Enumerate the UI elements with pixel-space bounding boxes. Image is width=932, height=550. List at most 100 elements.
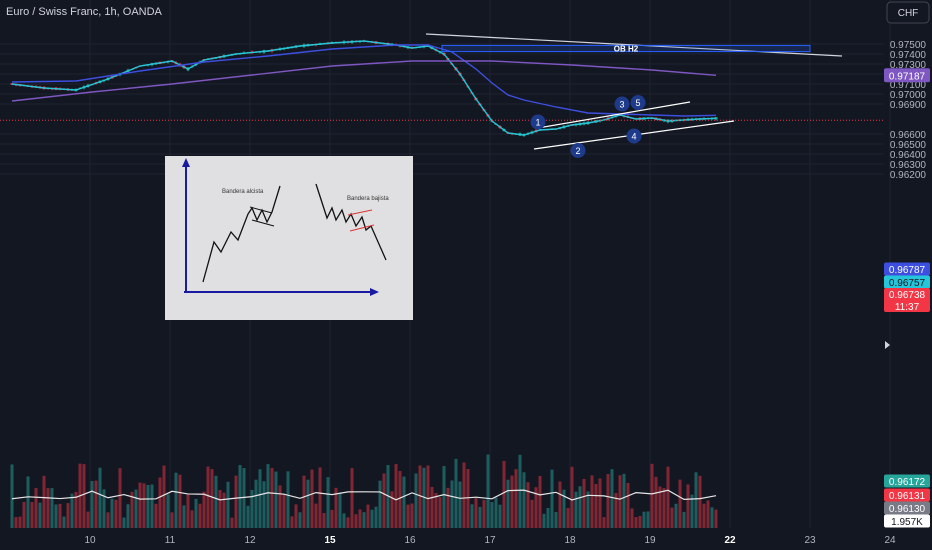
bear-flag-upper xyxy=(347,209,373,216)
price-axis[interactable]: 0.975000.974000.973000.972000.971000.970… xyxy=(890,40,927,181)
volume-bar xyxy=(210,469,214,528)
price-tick-label: 0.96300 xyxy=(890,160,927,171)
volume-bar xyxy=(658,486,662,528)
volume-ma-line xyxy=(11,489,717,501)
volume-bar xyxy=(390,491,394,528)
inset-y-arrow xyxy=(182,158,190,167)
volume-bar xyxy=(182,505,186,528)
volume-bar xyxy=(538,475,542,528)
currency-button[interactable]: CHF xyxy=(886,1,930,24)
wave-marker: 1 xyxy=(530,114,546,130)
time-tick-label: 17 xyxy=(484,535,496,546)
volume-bar xyxy=(578,486,582,528)
currency-button-box xyxy=(886,1,930,24)
volume-bar xyxy=(290,516,294,528)
volume-bar xyxy=(554,512,558,528)
volume-bar xyxy=(222,492,226,528)
price-badge: 0.96172 xyxy=(884,474,930,488)
volume-bar xyxy=(410,503,414,528)
volume-bar xyxy=(214,475,218,528)
volume-bar xyxy=(602,517,606,528)
volume-bar xyxy=(606,474,610,528)
price-badge-label: 1.957K xyxy=(891,517,923,528)
volume-bar xyxy=(138,482,142,528)
volume-bar xyxy=(202,491,206,528)
channel-upper-line[interactable] xyxy=(537,101,691,129)
symbol-title[interactable]: Euro / Swiss Franc, 1h, OANDA xyxy=(6,6,163,18)
volume-bar xyxy=(62,516,66,528)
wave-marker: 4 xyxy=(626,128,642,144)
volume-bar xyxy=(230,517,234,528)
volume-bar xyxy=(402,476,406,528)
time-tick-label: 16 xyxy=(404,535,416,546)
volume-bar xyxy=(274,471,278,528)
volume-bar xyxy=(126,504,130,528)
price-badge-box xyxy=(884,68,930,83)
volume-bar xyxy=(218,489,222,528)
volume-bar xyxy=(630,508,634,528)
price-badge-label: 0.96787 xyxy=(889,265,926,276)
volume-bar xyxy=(342,513,346,528)
volume-bar xyxy=(498,504,502,528)
volume-bar xyxy=(706,500,710,528)
bull-flag-lower xyxy=(251,219,275,227)
volume-bar xyxy=(470,504,474,528)
price-badge-box xyxy=(884,514,930,528)
price-tick-label: 0.97100 xyxy=(890,80,927,91)
wave-markers: 1 2 3 4 5 xyxy=(530,95,646,158)
time-tick-label: 10 xyxy=(84,535,96,546)
volume-bar xyxy=(626,482,630,528)
price-badge-label: 0.96130 xyxy=(889,504,926,515)
volume-bar xyxy=(698,475,702,528)
ob-zone[interactable]: OB H2 xyxy=(441,45,811,54)
time-axis[interactable]: 10 11 12 15 16 17 18 19 22 23 24 xyxy=(84,535,896,546)
volume-bar xyxy=(142,483,146,528)
volume-bar xyxy=(194,498,198,528)
scroll-right-icon[interactable] xyxy=(885,341,890,349)
volume-bar xyxy=(590,475,594,528)
volume-bar xyxy=(526,482,530,528)
volume-bar xyxy=(178,474,182,528)
volume-bar xyxy=(542,513,546,528)
volume-bar xyxy=(170,512,174,528)
volume-bar xyxy=(314,503,318,528)
volume-bar xyxy=(670,507,674,528)
volume-bar xyxy=(266,464,270,528)
volume-bar xyxy=(330,509,334,528)
price-badge-box xyxy=(884,501,930,515)
volume-bar xyxy=(574,491,578,528)
ob-zone-label: OB H2 xyxy=(614,45,639,54)
volume-bar xyxy=(42,475,46,528)
volume-bar xyxy=(714,509,718,528)
volume-bar xyxy=(50,488,54,528)
price-badge: 0.97187 xyxy=(884,68,930,83)
volume-bar xyxy=(682,511,686,528)
volume-bar xyxy=(122,517,126,528)
volume-bar xyxy=(686,484,690,528)
price-tick-label: 0.97300 xyxy=(890,60,927,71)
volume-bar xyxy=(598,478,602,528)
volume-bar xyxy=(278,485,282,528)
volume-bar xyxy=(490,502,494,528)
volume-bar xyxy=(394,464,398,528)
volume-bar xyxy=(286,471,290,528)
volume-bar xyxy=(318,467,322,528)
volume-bar xyxy=(98,467,102,528)
volume-bar xyxy=(306,479,310,528)
wave-marker: 2 xyxy=(570,143,586,158)
volume-bar xyxy=(198,503,202,528)
volume-bar xyxy=(106,512,110,528)
volume-bar xyxy=(58,503,62,528)
time-tick-label: 23 xyxy=(804,535,816,546)
volume-bar xyxy=(74,491,78,528)
price-badge: 0.96131 xyxy=(884,488,930,502)
price-tick-label: 0.96900 xyxy=(890,100,927,111)
volume-bar xyxy=(646,511,650,528)
price-badge: 1.957K xyxy=(884,514,930,528)
bear-flag-line xyxy=(315,183,387,261)
volume-bar xyxy=(34,488,38,528)
volume-bar xyxy=(422,467,426,528)
volume-bar xyxy=(618,475,622,528)
